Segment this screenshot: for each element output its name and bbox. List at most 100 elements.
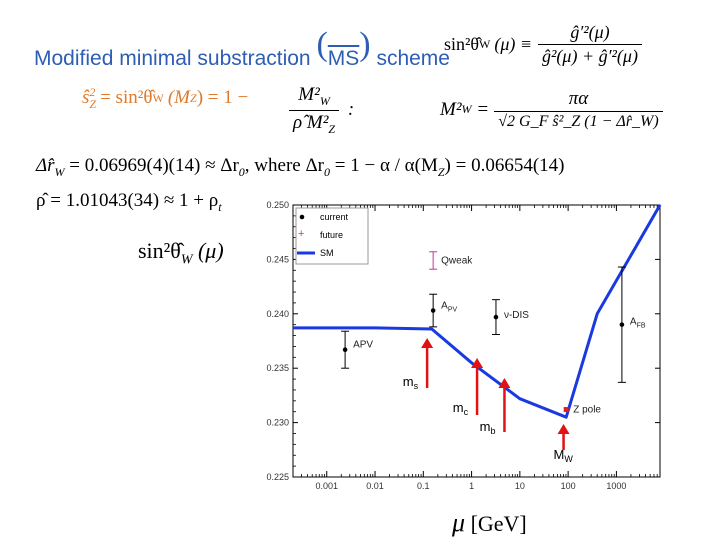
x-tick-label: 0.001	[315, 481, 338, 491]
defn-fraction: ĝ′²(μ) ĝ²(μ) + ĝ′²(μ)	[538, 22, 642, 67]
eq2-frac-num-sub: W	[319, 93, 330, 108]
eq4-sub: t	[218, 199, 222, 214]
eq3-where: , where Δr	[244, 155, 325, 176]
eq3-mid-sub: 0	[238, 164, 245, 179]
y-tick-label: 0.245	[266, 254, 289, 264]
defn-lhs-sub: W	[479, 37, 491, 51]
arrow-mb-label-sub: b	[490, 426, 495, 436]
y-tick-label: 0.240	[266, 309, 289, 319]
x-tick-label: 10	[515, 481, 525, 491]
legend-future-marker: +	[298, 228, 304, 240]
eq2-mid-arg-sub: Z	[190, 90, 197, 105]
eq2-mid-arg-end: ) = 1 −	[196, 87, 249, 108]
title-right: scheme	[376, 47, 450, 70]
a-pv-marker	[430, 308, 436, 313]
eq2-frac-num: M²W	[289, 84, 340, 111]
defn-lhs: sin²θ̂	[444, 34, 480, 54]
arrow-ms-label-sub: s	[414, 381, 419, 391]
ylabel-arg: (μ)	[197, 238, 224, 263]
defn-den: ĝ²(μ) + ĝ′²(μ)	[542, 46, 638, 66]
x-tick-label: 100	[561, 481, 576, 491]
x-axis-label: μ [GeV]	[452, 508, 527, 538]
x-tick-label: 1000	[606, 481, 626, 491]
a-fb-label-main: A	[630, 317, 637, 328]
apv-label: APV	[353, 340, 373, 351]
paren-open: (	[316, 26, 328, 63]
a-fb-marker	[619, 322, 625, 327]
y-axis-label: sin²θ̂W (μ)	[138, 238, 224, 268]
eq2-lhs: ŝ	[82, 87, 90, 108]
weinberg-definition: sin²θ̂ W (μ) ≡ ĝ′²(μ) ĝ²(μ) + ĝ′²(μ)	[444, 22, 642, 67]
s2z-equation: ŝ 2 Z = sin²θ̂ W (M Z ) = 1 −	[82, 86, 248, 110]
legend-future-label: future	[320, 230, 343, 240]
eq2-frac-den: ρ̂ M²Z	[289, 111, 339, 137]
arrow-mb-label-main: m	[480, 419, 491, 434]
sm-curve	[293, 204, 662, 419]
title-left: Modified minimal substraction	[34, 47, 311, 70]
z-pole-label: Z pole	[573, 405, 601, 416]
legend: current + future SM	[295, 207, 369, 265]
x-tick-label: 0.1	[417, 481, 430, 491]
legend-current-marker	[299, 214, 305, 220]
y-tick-label: 0.225	[266, 472, 289, 482]
eq2-right-frac: πα √2 G_F ŝ²_Z (1 − Δr̂_W)	[494, 88, 663, 131]
x-tick-label: 1	[469, 481, 474, 491]
eq3-end: ) = 0.06654(14)	[444, 155, 565, 176]
eq3-where-sub: 0	[324, 164, 331, 179]
eq2-right-lhs-sub: W	[461, 102, 472, 116]
arrow-mw-head	[557, 424, 570, 434]
eq2-right-den: √2 G_F ŝ²_Z (1 − Δr̂_W)	[498, 113, 659, 130]
eq2-right-num: πα	[494, 88, 663, 112]
arrow-mb-label: mb	[480, 419, 496, 436]
plot-frame	[292, 204, 661, 478]
y-tick-label: 0.250	[266, 200, 289, 210]
legend-current-label: current	[320, 212, 349, 222]
eq2-frac: M²W ρ̂ M²Z	[289, 84, 340, 137]
eq2-mid-sub: W	[152, 90, 164, 105]
qweak-label: Qweak	[441, 255, 473, 266]
eq3-left: Δr̂	[36, 155, 55, 176]
arrow-mc-label-main: m	[453, 400, 464, 415]
eq2-lhs-sup: 2	[89, 85, 96, 99]
defn-lhs-arg: (μ) ≡	[494, 34, 533, 54]
arrow-mw-label: MW	[554, 447, 574, 464]
paren-close: )	[359, 26, 371, 63]
x-tick-label: 0.01	[366, 481, 384, 491]
arrow-mw-label-sub: W	[564, 454, 573, 464]
arrow-mb-head	[498, 378, 511, 388]
arrow-ms-label: ms	[403, 374, 419, 391]
xlabel-unit: [GeV]	[470, 511, 527, 536]
eq3-mid: = 0.06969(4)(14) ≈ Δr	[69, 155, 239, 176]
eq2-frac-den-sub: Z	[328, 121, 336, 136]
apv-marker	[342, 347, 348, 353]
defn-num: ĝ′²(μ)	[538, 22, 642, 45]
arrow-mc-head	[471, 358, 484, 368]
slide-title: Modified minimal substraction (MS) schem…	[34, 26, 450, 74]
plot-ticks: 0.225 0.230 0.235 0.240 0.245 0.250 0.001 0.01 0…	[266, 200, 660, 491]
eq2-lhs-sub: Z	[89, 97, 97, 111]
arrow-ms-head	[421, 338, 434, 348]
a-fb-label: AFB	[630, 317, 646, 330]
a-pv-label-sub: PV	[448, 307, 458, 314]
eq2-right-eq: =	[477, 98, 489, 120]
rho-equation: ρ̂ = 1.01043(34) ≈ 1 + ρt	[36, 190, 222, 215]
a-fb-label-sub: FB	[637, 323, 646, 330]
eq2-right-lhs: M²	[440, 98, 462, 120]
sm-curve-group	[293, 204, 662, 419]
eq3-left-sub: W	[54, 164, 65, 179]
eq2-mid: = sin²θ̂	[100, 87, 153, 108]
nu-dis-label: ν-DIS	[504, 310, 529, 321]
legend-box	[295, 207, 369, 265]
eq2-mid-arg: (M	[167, 87, 191, 108]
ylabel-text: sin²θ̂	[138, 238, 181, 263]
arrow-mc-label-sub: c	[464, 407, 469, 417]
eq2-frac-den-text: ρ̂ M²	[293, 111, 329, 133]
eq3-right: = 1 − α / α(M	[334, 155, 438, 176]
eq2-lhs-scripts: 2 Z	[89, 86, 96, 110]
z-pole-marker	[563, 407, 569, 413]
eq3-right-sub: Z	[437, 164, 445, 179]
ylabel-sub: W	[180, 252, 193, 268]
